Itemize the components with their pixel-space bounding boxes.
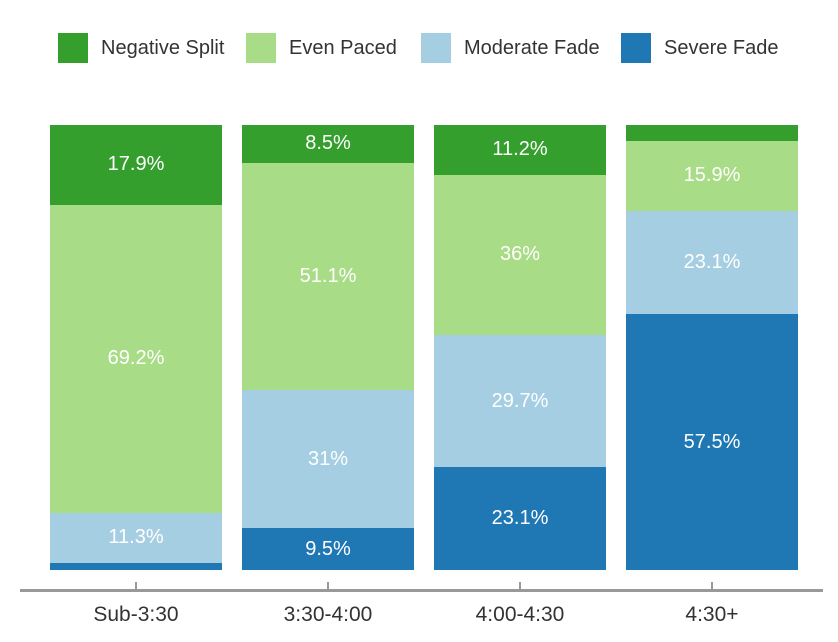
- legend-item: Negative Split: [58, 33, 224, 63]
- bar-segment: 23.1%: [434, 467, 606, 570]
- segment-value-label: 23.1%: [491, 507, 549, 530]
- legend-item: Moderate Fade: [421, 33, 600, 63]
- bar-segment: [626, 125, 798, 141]
- legend-item: Even Paced: [246, 33, 397, 63]
- bar-segment: 11.2%: [434, 125, 606, 175]
- legend-swatch-icon: [58, 33, 88, 63]
- bar-segment: 31%: [242, 390, 414, 529]
- segment-value-label: 31%: [307, 447, 349, 470]
- segment-value-label: 11.3%: [108, 526, 164, 549]
- x-axis-tick: [135, 582, 137, 589]
- legend-label: Moderate Fade: [464, 36, 600, 59]
- bar-segment: [50, 562, 222, 570]
- segment-value-label: 17.9%: [107, 153, 165, 176]
- segment-value-label: 51.1%: [299, 265, 357, 287]
- legend-label: Negative Split: [101, 36, 225, 59]
- bar-segment: 11.3%: [50, 512, 222, 563]
- bar-4:00-4:30: 11.2% 36% 29.7% 23.1%: [434, 125, 606, 570]
- bar-Sub-3:30: 17.9% 69.2% 11.3%: [50, 125, 222, 570]
- segment-value-label: 69.2%: [107, 347, 165, 370]
- bar-3:30-4:00: 8.5% 51.1% 31% 9.5%: [242, 125, 414, 571]
- segment-value-label: 15.9%: [683, 164, 741, 187]
- segment-value-label: 23.1%: [683, 251, 741, 274]
- legend-swatch-icon: [621, 33, 651, 63]
- bar-segment: 51.1%: [242, 162, 414, 391]
- x-axis-line: [20, 589, 823, 592]
- bar-segment: 29.7%: [434, 335, 606, 468]
- segment-value-label: 29.7%: [491, 389, 549, 412]
- segment-value-label: 9.5%: [305, 537, 351, 560]
- bar-segment: 36%: [434, 174, 606, 336]
- bar-segment: 15.9%: [626, 140, 798, 212]
- legend-label: Even Paced: [289, 36, 397, 59]
- x-axis-tick: [327, 582, 329, 589]
- x-axis-label: 3:30-4:00: [283, 603, 373, 626]
- bar-segment: 23.1%: [626, 211, 798, 315]
- segment-value-label: 57.5%: [683, 430, 741, 453]
- segment-value-label: 11.2%: [492, 138, 548, 161]
- bar-segment: 8.5%: [242, 125, 414, 163]
- legend-swatch-icon: [246, 33, 276, 63]
- segment-value-label: 36%: [499, 243, 541, 266]
- legend-item: Severe Fade: [621, 33, 779, 63]
- bar-segment: 69.2%: [50, 204, 222, 513]
- bar-4:30+: 15.9% 23.1% 57.5%: [626, 125, 798, 570]
- x-axis-tick: [519, 582, 521, 589]
- bar-segment: 17.9%: [50, 125, 222, 205]
- x-axis-label: 4:30+: [685, 603, 739, 626]
- x-axis-label: 4:00-4:30: [475, 603, 565, 626]
- segment-value-label: 8.5%: [305, 132, 351, 155]
- bar-segment: 57.5%: [626, 314, 798, 570]
- x-axis-label: Sub-3:30: [93, 603, 179, 626]
- x-axis-tick: [711, 582, 713, 589]
- bar-segment: 9.5%: [242, 528, 414, 571]
- legend-label: Severe Fade: [664, 36, 779, 59]
- legend-swatch-icon: [421, 33, 451, 63]
